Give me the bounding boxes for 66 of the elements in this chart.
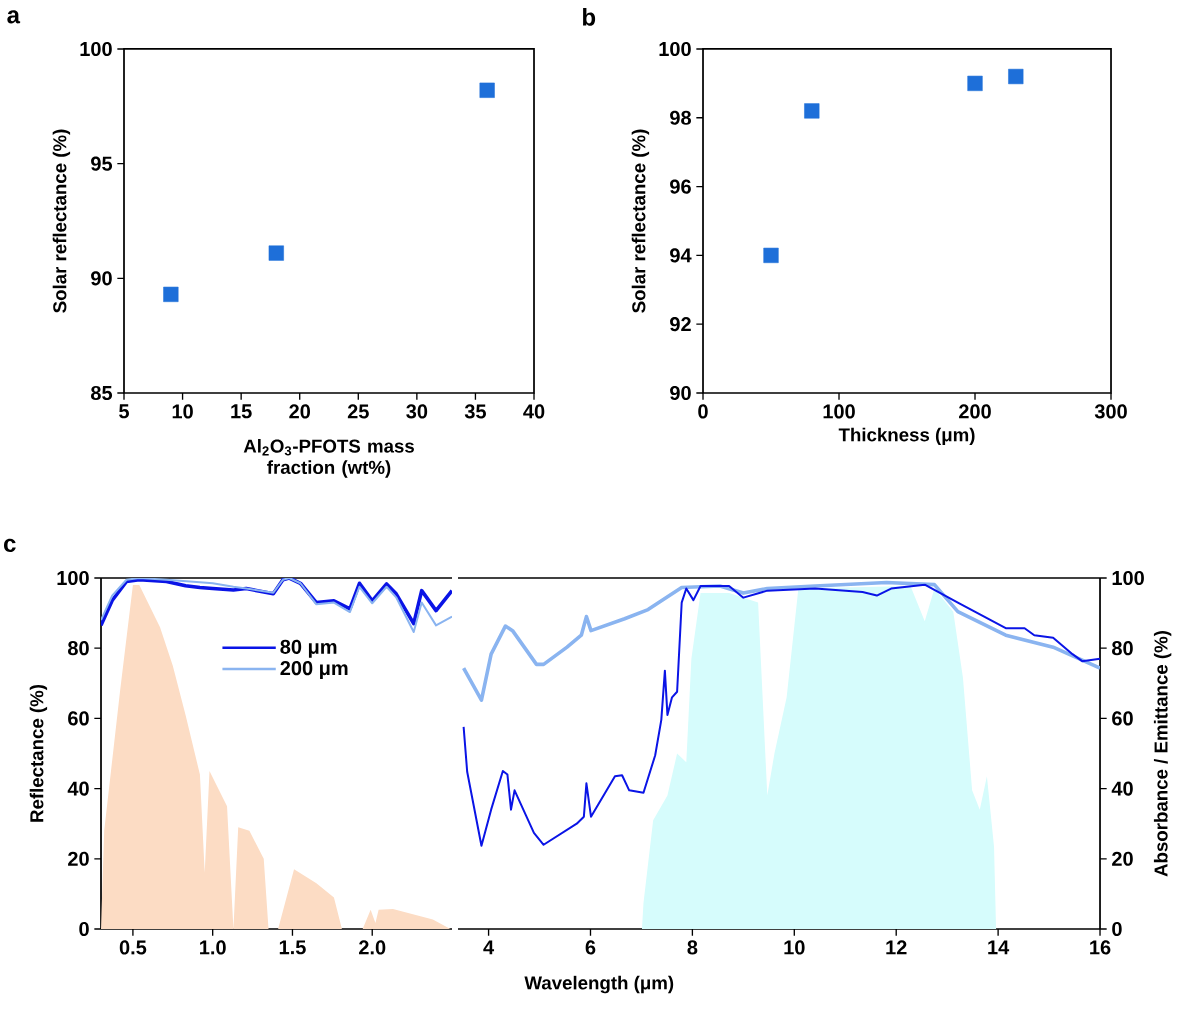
point [163,286,179,302]
y-tick-label: 90 [670,385,691,401]
point [804,103,820,119]
point [268,245,284,261]
x-tick-label: 16 [1090,940,1111,955]
y-tick-label: 80 [68,641,89,656]
x-tick-label: 5 [119,404,129,419]
y-tick-label: 90 [91,271,112,286]
y-tick-label: 40 [67,781,89,796]
x-tick-label: 200 [959,404,991,419]
legend-label: 200 μm [280,661,348,680]
y-axis-title: Solar reflectance (%) [52,129,71,313]
x-tick-label: 35 [464,404,486,419]
point [1008,68,1024,85]
y-tick-label: 94 [670,248,692,263]
y-tick-label: 98 [670,110,691,125]
y-tick-label: 92 [670,317,691,332]
chart-title: c [4,538,16,552]
x-tick-label: 2.0 [359,940,386,955]
y2-tick-label: 20 [1112,851,1133,866]
x-tick-label: 4 [483,940,495,955]
y2-axis-title: Absorbance / Emittance (%) [1153,631,1172,877]
x-tick-label: 25 [347,404,369,419]
y-tick-label: 0 [79,921,89,937]
y-axis-title: Solar reflectance (%) [631,129,650,313]
y-tick-label: 60 [68,711,89,726]
x-tick-label: 40 [523,404,545,419]
legend-label: 80 μm [280,639,337,658]
x-tick-label: 15 [231,404,252,419]
line-series [462,583,1101,847]
x-tick-label: 14 [988,940,1010,955]
x-tick-label: 30 [406,404,428,419]
y2-tick-label: 40 [1111,781,1133,796]
y-axis-title: Reflectance (%) [29,684,48,822]
point [967,75,983,91]
x-tick-label: 1.0 [200,940,226,955]
x-tick-label: 0.5 [119,940,147,955]
y-tick-label: 100 [659,41,691,57]
y-tick-label: 96 [670,179,691,194]
x-tick-label: 8 [687,940,698,955]
x-axis-title: Thickness (μm) [838,427,975,446]
y2-tick-label: 80 [1112,641,1133,656]
chart-title: b [583,8,596,26]
x-tick-label: 0 [698,404,708,419]
x-tick-label: 1.5 [279,940,306,955]
y2-tick-label: 0 [1112,921,1122,937]
x-tick-label: 6 [585,940,596,955]
point [479,82,495,98]
y-tick-label: 95 [91,156,113,171]
y2-tick-label: 60 [1112,711,1133,726]
line-series [461,580,1101,702]
chart-title: a [7,10,21,24]
y-tick-label: 100 [57,570,89,586]
y-tick-label: 100 [80,41,112,57]
x-tick-label: 20 [289,404,310,419]
x-axis-title: Wavelength (μm) [524,975,674,994]
y2-tick-label: 100 [1112,570,1144,586]
x-axis-title: Al$_{2}$O$_{3}$-PFOTS mass fraction (wt%) [243,438,414,478]
y-tick-label: 85 [91,385,113,401]
point [763,247,779,263]
x-tick-label: 300 [1094,404,1127,419]
x-tick-label: 10 [784,940,805,955]
x-tick-label: 100 [823,404,855,419]
x-tick-label: 10 [172,404,193,419]
y-tick-label: 20 [68,851,89,866]
x-tick-label: 12 [886,940,907,955]
